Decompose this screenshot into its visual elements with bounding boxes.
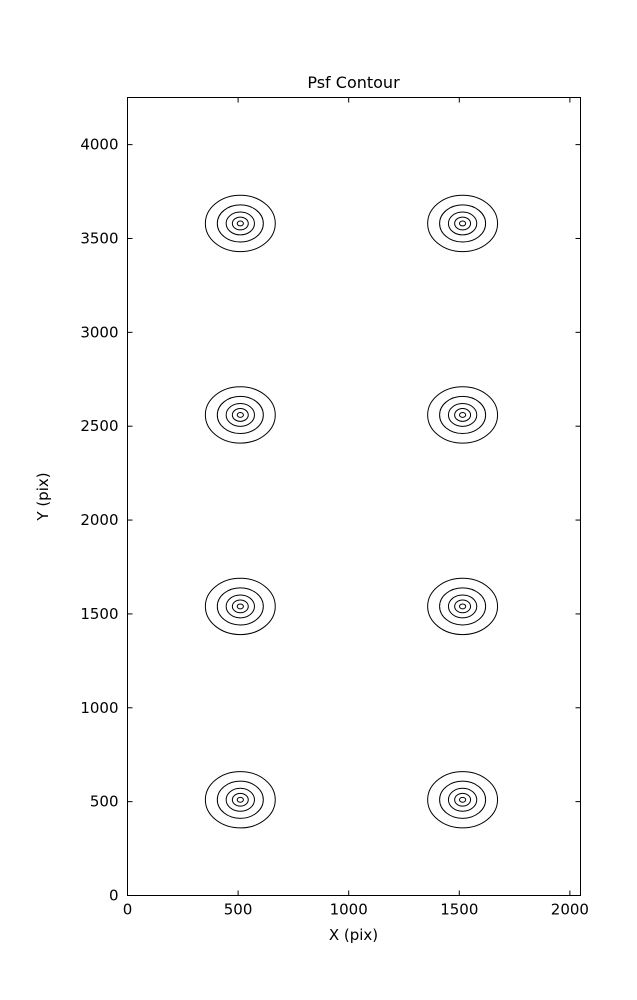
x-tick-label: 500 [224, 901, 253, 919]
x-tick-label: 0 [123, 901, 133, 919]
contour-ring [454, 408, 472, 422]
psf-contour-group [204, 577, 276, 636]
contour-ring [216, 395, 264, 435]
y-tick-label: 3500 [80, 229, 118, 247]
y-axis-label: Y (pix) [34, 472, 52, 521]
contour-ring [225, 594, 255, 619]
x-axis-ticks: 0 500 1000 1500 2000 [123, 97, 589, 919]
y-axis-ticks: 0 500 1000 1500 2000 2500 3000 3500 4000 [80, 136, 581, 905]
contour-ring [216, 780, 264, 819]
x-tick-label: 2000 [551, 901, 589, 919]
contour-ring [236, 412, 244, 418]
psf-contour-group [427, 386, 499, 444]
page-title: Psf Contour [307, 73, 400, 92]
contour-ring [459, 412, 467, 418]
contour-ring [225, 787, 255, 812]
contour-ring [447, 402, 478, 427]
contour-ring [427, 194, 499, 253]
psf-contour-group [427, 577, 499, 636]
contour-ring [447, 594, 478, 619]
contour-ring [225, 402, 255, 427]
contour-ring [459, 796, 467, 803]
psf-contour-group [204, 194, 276, 253]
contour-ring [216, 204, 264, 243]
contour-ring [231, 216, 249, 231]
y-tick-label: 2500 [80, 417, 118, 435]
contour-layer [204, 194, 499, 829]
contour-ring [447, 211, 478, 236]
contour-ring [204, 194, 276, 253]
contour-ring [454, 792, 472, 807]
x-axis-label: X (pix) [329, 926, 378, 944]
y-tick-label: 500 [90, 793, 119, 811]
contour-ring [439, 587, 487, 626]
contour-ring [454, 599, 472, 614]
y-tick-label: 0 [109, 887, 119, 905]
contour-ring [454, 216, 472, 231]
contour-ring [439, 780, 487, 819]
contour-ring [439, 204, 487, 243]
contour-ring [427, 771, 499, 829]
contour-ring [427, 386, 499, 444]
contour-ring [204, 577, 276, 636]
contour-ring [236, 220, 244, 227]
contour-ring [236, 796, 244, 803]
contour-ring [225, 211, 255, 236]
y-tick-label: 3000 [80, 323, 118, 341]
x-tick-label: 1500 [440, 901, 478, 919]
psf-contour-group [204, 386, 276, 444]
psf-contour-group [427, 194, 499, 253]
contour-ring [204, 771, 276, 829]
y-tick-label: 1500 [80, 605, 118, 623]
contour-ring [236, 603, 244, 610]
contour-ring [439, 395, 487, 435]
contour-ring [231, 792, 249, 807]
contour-ring [459, 603, 467, 610]
axes-frame [127, 97, 581, 896]
contour-ring [231, 599, 249, 614]
contour-ring [447, 787, 478, 812]
x-tick-label: 1000 [330, 901, 368, 919]
psf-contour-group [204, 771, 276, 829]
contour-ring [216, 587, 264, 626]
contour-ring [231, 408, 249, 422]
y-tick-label: 2000 [80, 511, 118, 529]
y-tick-label: 4000 [80, 136, 118, 154]
contour-ring [204, 386, 276, 444]
psf-contour-group [427, 771, 499, 829]
contour-ring [427, 577, 499, 636]
y-tick-label: 1000 [80, 699, 118, 717]
contour-ring [459, 220, 467, 227]
